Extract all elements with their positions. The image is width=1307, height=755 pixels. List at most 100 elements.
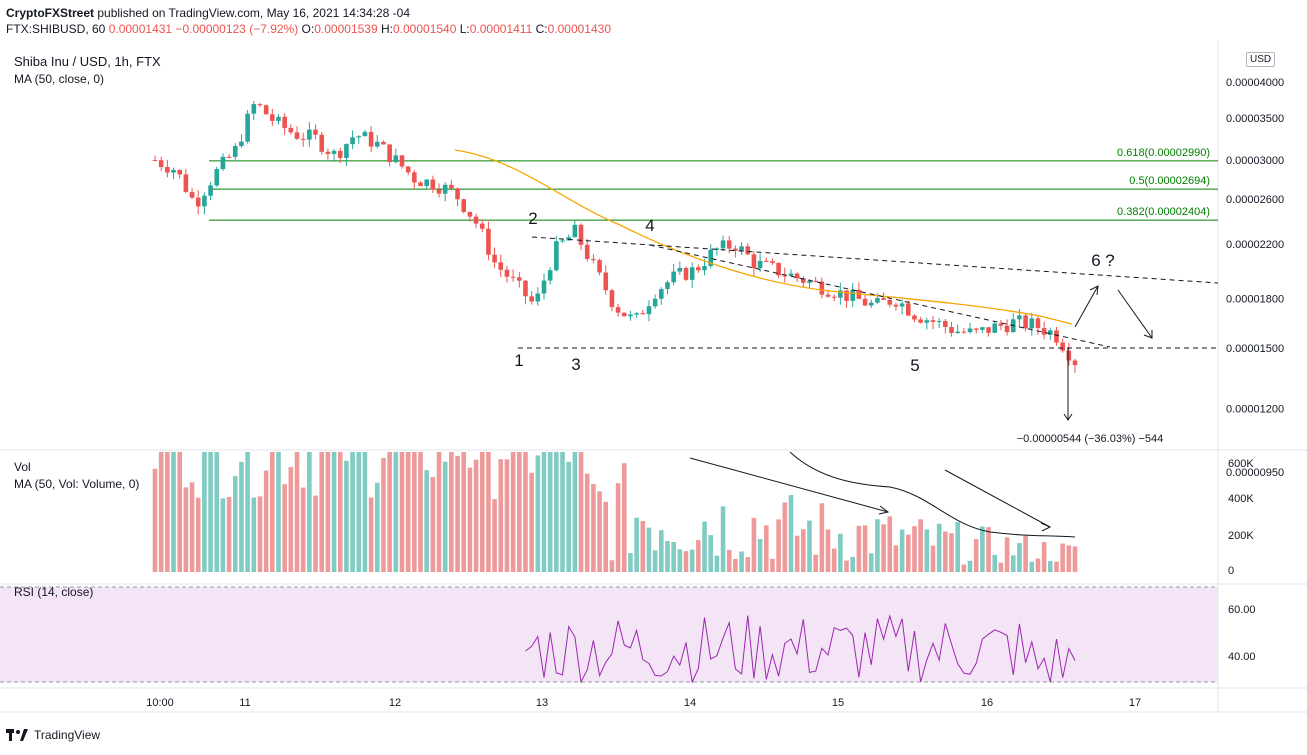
volume-bar	[591, 484, 596, 572]
time-tick: 12	[389, 697, 401, 709]
ma-legend[interactable]: MA (50, close, 0)	[14, 72, 105, 86]
volume-bar	[251, 497, 257, 572]
candle-body	[1004, 325, 1010, 333]
volume-bar	[875, 519, 880, 572]
candle-body	[770, 261, 775, 263]
volume-bar	[381, 457, 386, 572]
volume-bar	[708, 535, 714, 572]
candle-body	[745, 246, 751, 255]
candle-body	[294, 132, 300, 139]
volume-bar	[202, 452, 207, 572]
candle-body	[307, 129, 312, 140]
candle-body	[615, 307, 621, 313]
candle-body	[399, 155, 405, 167]
candle-body	[739, 246, 744, 251]
projection-arrow-head	[1143, 330, 1153, 339]
measure-label: −0.00000544 (−36.03%) −544	[1017, 433, 1164, 445]
volume-bar	[986, 527, 991, 572]
candle-body	[356, 136, 362, 138]
candle-body	[776, 262, 781, 276]
price-tick: 0.00003500	[1226, 113, 1284, 125]
candle-body	[344, 144, 349, 158]
fib-label: 0.382(0.00002404)	[1117, 206, 1210, 218]
volume-bar	[665, 540, 670, 572]
volume-bar	[356, 452, 362, 572]
fib-label: 0.5(0.00002694)	[1129, 175, 1210, 187]
candle-body	[597, 260, 602, 273]
candle-body	[825, 294, 831, 297]
volume-bar	[973, 539, 979, 572]
rsi-legend[interactable]: RSI (14, close)	[14, 585, 94, 599]
volume-bar	[813, 554, 818, 572]
candle-body	[708, 249, 714, 267]
volume-bar	[257, 496, 263, 572]
volume-bar	[961, 564, 967, 572]
high-value: 0.00001540	[392, 22, 457, 36]
volume-bar	[368, 497, 374, 572]
volume-bar	[782, 502, 788, 572]
volume-bar	[152, 468, 158, 572]
volume-bar	[208, 452, 213, 572]
candle-body	[801, 278, 806, 283]
candle-body	[368, 131, 374, 147]
candle-body	[689, 267, 695, 280]
volume-bar	[362, 452, 368, 572]
volume-bar	[195, 497, 201, 572]
volume-bar	[467, 467, 473, 572]
measure-arrow-head	[1063, 413, 1073, 421]
price-tick: 0.00002600	[1226, 194, 1284, 206]
candle-body	[986, 327, 991, 333]
volume-bar	[300, 487, 306, 572]
candle-body	[251, 104, 257, 114]
volume-bar	[850, 556, 856, 572]
candle-body	[992, 323, 998, 333]
volume-bar	[276, 452, 281, 572]
annotation-label: 3	[571, 355, 580, 374]
candle-body	[1066, 350, 1072, 361]
volume-bar	[689, 549, 695, 572]
volume-bar	[733, 558, 738, 572]
candle-body	[757, 260, 763, 269]
candle-body	[325, 151, 331, 154]
volume-bar	[967, 560, 973, 572]
volume-bar	[912, 526, 917, 572]
candle-body	[202, 195, 207, 207]
volume-bar	[998, 562, 1004, 572]
volume-bar	[924, 529, 930, 572]
main-legend-title[interactable]: Shiba Inu / USD, 1h, FTX	[14, 54, 161, 69]
currency-badge: USD	[1246, 52, 1276, 67]
tradingview-brand[interactable]: TradingView	[34, 728, 101, 742]
volume-bar	[1066, 545, 1072, 572]
volume-bar	[239, 461, 244, 572]
vol-legend[interactable]: Vol	[14, 460, 31, 474]
candle-body	[208, 185, 213, 196]
volume-bar	[603, 501, 609, 572]
volume-bar	[294, 452, 300, 572]
volume-bar	[696, 540, 701, 572]
publisher[interactable]: CryptoFXStreet	[6, 6, 95, 20]
volume-bar	[430, 477, 436, 572]
candle-body	[862, 298, 868, 306]
vol-ma-legend[interactable]: MA (50, Vol: Volume, 0)	[14, 477, 140, 491]
candle-body	[696, 267, 701, 271]
volume-bar	[1010, 555, 1016, 572]
candle-body	[214, 169, 220, 186]
volume-bar	[486, 452, 491, 572]
candle-body	[572, 224, 578, 238]
volume-ma-line	[789, 451, 1076, 538]
volume-bar	[844, 560, 849, 572]
candle-body	[912, 315, 917, 320]
low-value: 0.00001411	[469, 22, 533, 36]
time-tick: 15	[832, 697, 844, 709]
volume-bar	[325, 452, 331, 572]
time-tick: 17	[1129, 697, 1141, 709]
candle-body	[535, 293, 541, 302]
candle-body	[961, 331, 967, 333]
candle-body	[418, 182, 423, 187]
time-tick: 16	[981, 697, 993, 709]
symbol[interactable]: FTX:SHIBUSD, 60	[6, 22, 106, 36]
header: CryptoFXStreet published on TradingView.…	[0, 0, 1307, 40]
volume-bar	[418, 452, 423, 572]
volume-bar	[1035, 558, 1041, 572]
